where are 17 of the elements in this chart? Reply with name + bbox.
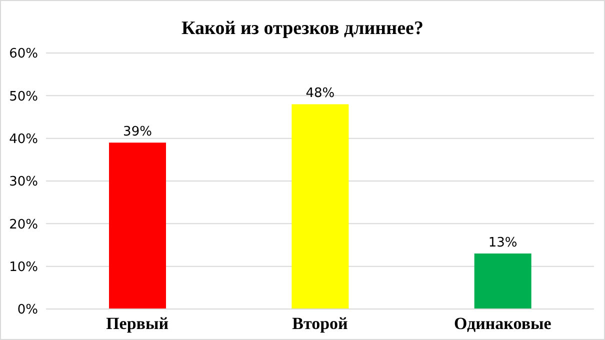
data-label: 39% — [123, 124, 152, 140]
bar — [109, 142, 166, 309]
data-label: 48% — [306, 86, 335, 102]
x-tick-label: Первый — [106, 314, 169, 334]
chart-title: Какой из отрезков длиннее? — [180, 18, 424, 40]
bar — [292, 104, 349, 309]
x-tick-label: Второй — [292, 314, 348, 334]
y-tick-label: 20% — [9, 217, 38, 232]
y-tick-label: 60% — [9, 46, 38, 62]
y-tick-label: 40% — [9, 132, 38, 147]
y-tick-label: 0% — [17, 302, 38, 318]
x-tick-label: Одинаковые — [454, 314, 552, 334]
bar — [474, 254, 532, 309]
y-tick-label: 50% — [9, 89, 38, 104]
data-label: 13% — [488, 236, 518, 251]
y-tick-label: 30% — [9, 174, 38, 190]
y-tick-label: 10% — [9, 260, 38, 275]
